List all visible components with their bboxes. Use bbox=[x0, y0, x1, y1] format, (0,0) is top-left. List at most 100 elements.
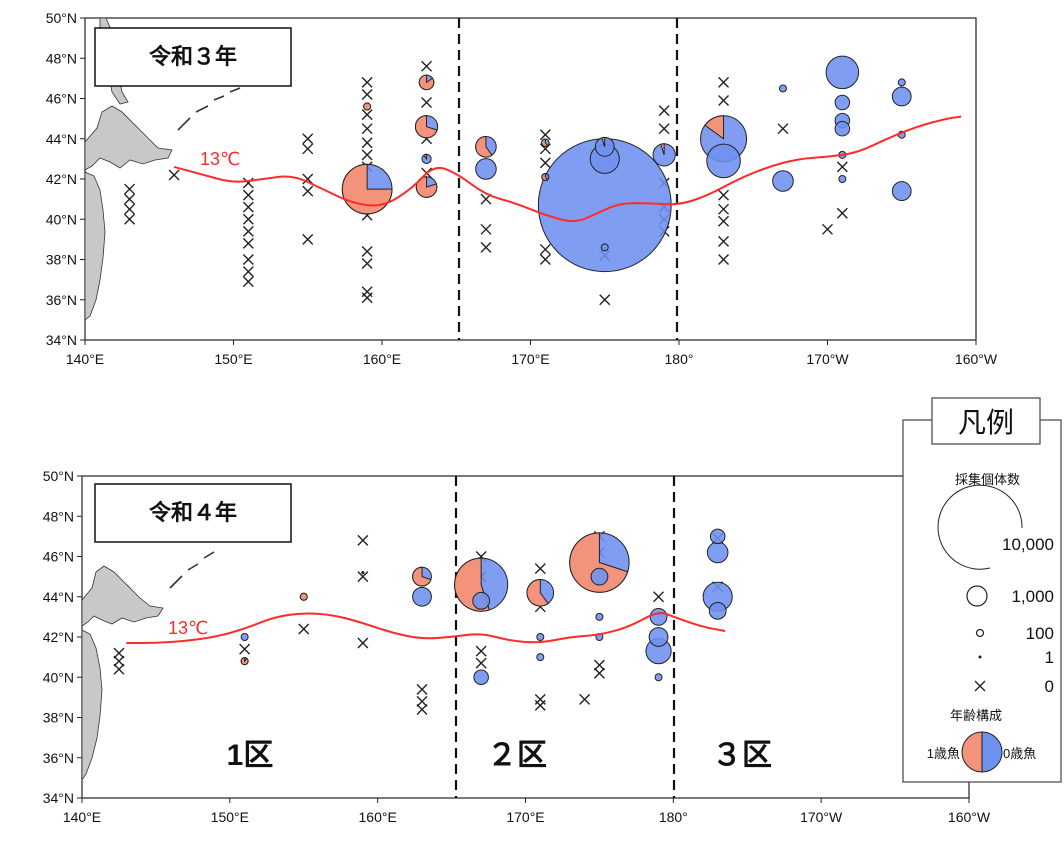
legend-age0-label: 0歳魚 bbox=[1003, 746, 1036, 761]
zero-catch-cross bbox=[480, 241, 492, 253]
sample-bubble bbox=[778, 84, 787, 93]
sample-bubble bbox=[708, 601, 727, 620]
sample-bubble bbox=[526, 578, 555, 607]
x-tick-label: 150°E bbox=[211, 809, 249, 825]
zone-label-2: ２区 bbox=[487, 739, 547, 772]
y-tick-label: 48°N bbox=[43, 508, 74, 524]
sample-bubble bbox=[536, 633, 545, 641]
ticks: 34°N 36°N 38°N 40°N 42°N 44°N 46°N 48°N 50°N 140°… bbox=[46, 10, 998, 367]
land-honshu bbox=[82, 629, 103, 781]
zero-catch-cross bbox=[718, 203, 730, 215]
land-honshu bbox=[85, 171, 106, 321]
y-tick-label: 46°N bbox=[43, 549, 74, 565]
sample-bubble bbox=[341, 163, 393, 215]
x-tick-label: 180° bbox=[665, 351, 694, 367]
sample-bubble bbox=[891, 181, 912, 201]
y-tick-label: 40°N bbox=[46, 211, 77, 227]
sample-bubble bbox=[418, 74, 435, 91]
zero-catch-cross bbox=[239, 643, 251, 655]
legend-count-heading: 採集個体数 bbox=[955, 472, 1020, 487]
y-tick-label: 36°N bbox=[46, 292, 77, 308]
y-tick-label: 38°N bbox=[46, 252, 77, 268]
zero-catch-cross bbox=[718, 95, 730, 107]
zero-catch-cross bbox=[475, 645, 487, 657]
zero-catch-cross bbox=[653, 591, 665, 603]
zero-catch-cross bbox=[718, 76, 730, 88]
sample-bubble bbox=[569, 532, 630, 593]
sample-bubble bbox=[475, 136, 497, 158]
zero-catch-cross bbox=[357, 534, 369, 546]
zero-catch-cross bbox=[539, 254, 551, 265]
x-tick-label: 160°E bbox=[363, 351, 401, 367]
isotherm-13c-line bbox=[126, 612, 726, 645]
zero-catch-cross bbox=[718, 189, 730, 201]
land-hokkaido bbox=[82, 565, 164, 627]
sample-bubble bbox=[536, 653, 545, 662]
sample-bubble bbox=[649, 607, 668, 626]
sample-bubble bbox=[834, 94, 851, 111]
zero-catch-cross bbox=[599, 294, 611, 306]
legend-circle-10000 bbox=[937, 484, 1023, 570]
sample-bubble bbox=[709, 528, 726, 545]
panel-title: 令和４年 bbox=[149, 500, 237, 525]
legend-dot-1 bbox=[978, 655, 982, 659]
x-tick-label: 170°W bbox=[806, 351, 849, 367]
zero-catch-cross bbox=[302, 233, 314, 245]
x-tick-label: 170°W bbox=[800, 809, 843, 825]
y-tick-label: 42°N bbox=[46, 171, 77, 187]
zero-catch-cross bbox=[302, 143, 314, 155]
zero-catch-cross bbox=[361, 149, 373, 161]
zero-catch-cross bbox=[124, 183, 136, 195]
sample-bubble bbox=[834, 120, 851, 137]
x-tick-label: 160°W bbox=[948, 809, 991, 825]
sample-bubble bbox=[590, 567, 609, 586]
zone-label-1: 1区 bbox=[227, 739, 274, 772]
x-tick-label: 180° bbox=[659, 809, 688, 825]
land-kuril-islands bbox=[169, 551, 215, 589]
x-tick-label: 140°E bbox=[66, 351, 104, 367]
zero-catch-cross bbox=[836, 207, 848, 219]
zero-catch-cross bbox=[539, 157, 551, 169]
zero-catch-cross bbox=[361, 76, 373, 88]
sample-bubble bbox=[421, 153, 432, 164]
zero-catch-cross bbox=[357, 637, 369, 649]
zero-catch-cross bbox=[836, 161, 848, 173]
sample-bubble bbox=[240, 633, 249, 641]
sample-bubbles bbox=[341, 55, 912, 273]
sample-bubble bbox=[541, 138, 550, 148]
y-tick-label: 34°N bbox=[46, 332, 77, 348]
isotherm-label: 13℃ bbox=[168, 618, 208, 638]
y-tick-label: 36°N bbox=[43, 750, 74, 766]
zero-catch-markers bbox=[124, 60, 848, 306]
zero-catch-cross bbox=[124, 213, 136, 225]
legend-label-10000: 10,000 bbox=[1002, 535, 1054, 554]
x-tick-label: 150°E bbox=[214, 351, 252, 367]
zero-catch-cross bbox=[113, 655, 125, 667]
legend-label-1000: 1,000 bbox=[1011, 587, 1054, 606]
zero-catch-cross bbox=[718, 235, 730, 247]
zero-catch-cross bbox=[593, 667, 605, 679]
zero-catch-cross bbox=[416, 683, 428, 695]
zero-catch-cross bbox=[242, 276, 254, 288]
zero-catch-cross bbox=[298, 623, 310, 635]
y-tick-label: 42°N bbox=[43, 629, 74, 645]
sample-bubble bbox=[412, 566, 432, 587]
sample-bubble bbox=[652, 143, 676, 167]
sample-bubble bbox=[299, 592, 308, 601]
sample-bubble bbox=[412, 586, 432, 607]
zero-catch-cross bbox=[658, 123, 670, 135]
legend-cross-0 bbox=[974, 680, 986, 692]
isotherm-13c-line bbox=[173, 115, 962, 223]
y-tick-label: 44°N bbox=[46, 131, 77, 147]
sample-bubbles bbox=[240, 528, 733, 686]
legend-title: 凡例 bbox=[958, 407, 1014, 438]
legend-age0-half bbox=[981, 731, 1003, 773]
legend-circle-1000 bbox=[966, 585, 988, 607]
sample-bubble bbox=[706, 541, 729, 564]
legend-circle-100 bbox=[975, 628, 985, 638]
zero-catch-cross bbox=[539, 243, 551, 255]
zero-catch-cross bbox=[480, 223, 492, 235]
sample-bubble bbox=[473, 669, 489, 686]
zone-label-3: ３区 bbox=[712, 739, 772, 772]
y-tick-label: 48°N bbox=[46, 50, 77, 66]
